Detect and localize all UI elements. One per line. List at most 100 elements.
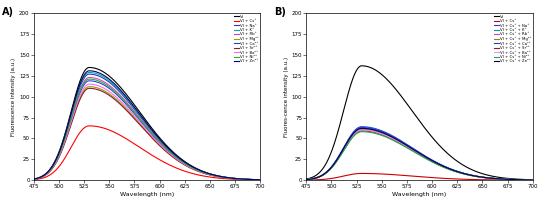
VI + Mg²⁺ — [71, 113, 77, 116]
VI + Sr²⁺ — [182, 164, 189, 167]
Line: VI + Cs⁺ + Mg²⁺: VI + Cs⁺ + Mg²⁺ — [306, 130, 533, 180]
VI + Cs⁺ + Sr²⁺ — [455, 171, 461, 173]
VI + Cs⁺ — [182, 170, 189, 173]
VI — [455, 161, 461, 163]
VI + Cs⁺ + Na⁺ — [362, 126, 368, 129]
VI + Ca²⁺ — [165, 150, 171, 152]
VI + Ni²⁺ — [134, 114, 140, 117]
VI + Cs⁺ + Mg²⁺ — [362, 129, 368, 131]
VI + Na⁺ — [202, 171, 208, 174]
VI + K⁺ — [86, 71, 93, 74]
Line: VI + Cs⁺ + Rb⁺: VI + Cs⁺ + Rb⁺ — [306, 129, 533, 180]
VI + Cs⁺ + Zn²⁺ — [343, 143, 350, 145]
VI + Cs⁺ + Ca²⁺ — [530, 179, 536, 181]
VI + Cs⁺ + Rb⁺ — [359, 128, 365, 130]
VI + Ni²⁺ — [202, 172, 208, 174]
VI + Sr²⁺ — [86, 87, 93, 90]
VI + Cs⁺ + K⁺ — [359, 127, 365, 130]
VI — [474, 171, 481, 173]
VI + Ba²⁺ — [182, 163, 189, 166]
VI + Cs⁺ + K⁺ — [362, 127, 368, 130]
VI + Zn²⁺ — [182, 161, 189, 164]
VI + Rb⁺ — [31, 178, 37, 180]
VI + Sr²⁺ — [31, 178, 37, 181]
VI + Cs⁺ + Ba²⁺ — [343, 144, 350, 146]
VI + Ca²⁺ — [71, 109, 77, 112]
Line: VI + Cs⁺ + Ba²⁺: VI + Cs⁺ + Ba²⁺ — [306, 130, 533, 180]
VI + Rb⁺ — [202, 172, 208, 174]
Line: VI: VI — [306, 66, 533, 180]
VI + Cs⁺ + Ca²⁺ — [362, 126, 368, 128]
VI + Cs⁺ — [71, 141, 77, 143]
VI — [71, 100, 77, 102]
Text: B): B) — [275, 7, 287, 17]
VI + Cs⁺ + Ba²⁺ — [455, 171, 461, 173]
VI + Na⁺ — [134, 111, 140, 113]
VI + Cs⁺ + Rb⁺ — [437, 164, 444, 166]
VI + K⁺ — [134, 110, 140, 112]
Line: VI + K⁺: VI + K⁺ — [34, 72, 261, 180]
VI + K⁺ — [71, 103, 77, 106]
VI — [165, 145, 171, 148]
VI + Cs⁺ — [530, 179, 536, 181]
VI + Cs⁺ + Zn²⁺ — [530, 179, 536, 181]
VI + Ni²⁺ — [31, 178, 37, 180]
VI + Cs⁺ + Rb⁺ — [530, 179, 536, 181]
VI + Cs⁺ + Ni²⁺ — [359, 131, 365, 133]
VI + Cs⁺ — [165, 163, 171, 165]
Line: VI + Cs⁺ + Na⁺: VI + Cs⁺ + Na⁺ — [306, 128, 533, 180]
VI + Ca²⁺ — [89, 80, 96, 82]
VI + Cs⁺ — [202, 175, 208, 177]
VI + Cs⁺ + Ca²⁺ — [359, 125, 365, 128]
Line: VI + Na⁺: VI + Na⁺ — [34, 74, 261, 180]
VI + Cs⁺ + Ba²⁺ — [530, 179, 536, 181]
VI + Ba²⁺ — [257, 178, 264, 181]
VI + Rb⁺ — [257, 178, 264, 181]
VI + Cs⁺ + K⁺ — [343, 143, 350, 145]
VI + Zn²⁺ — [89, 70, 96, 72]
VI + Mg²⁺ — [89, 86, 96, 88]
VI + Mg²⁺ — [257, 178, 264, 181]
VI + Cs⁺ + Zn²⁺ — [303, 178, 310, 181]
Line: VI + Sr²⁺: VI + Sr²⁺ — [34, 88, 261, 180]
VI + Cs⁺ — [134, 144, 140, 147]
VI + Zn²⁺ — [165, 146, 171, 149]
VI + Cs⁺ — [343, 174, 350, 177]
VI — [359, 65, 365, 67]
VI + Zn²⁺ — [134, 109, 140, 111]
VI + Cs⁺ + Sr²⁺ — [530, 179, 536, 181]
VI + Cs⁺ + K⁺ — [474, 175, 481, 178]
VI — [362, 65, 368, 67]
X-axis label: Wavelength (nm): Wavelength (nm) — [392, 192, 447, 197]
VI + Cs⁺ + Rb⁺ — [303, 178, 310, 181]
VI + Cs⁺ + Ba²⁺ — [303, 178, 310, 181]
VI + Sr²⁺ — [165, 152, 171, 154]
VI + Mg²⁺ — [31, 178, 37, 181]
VI + Mg²⁺ — [86, 85, 93, 88]
Line: VI + Cs⁺ + K⁺: VI + Cs⁺ + K⁺ — [306, 128, 533, 180]
VI + Sr²⁺ — [134, 120, 140, 123]
Line: VI + Ni²⁺: VI + Ni²⁺ — [34, 79, 261, 180]
VI + Ba²⁺ — [86, 83, 93, 85]
VI + Cs⁺ + Zn²⁺ — [406, 146, 413, 148]
VI + Cs⁺ + Ca²⁺ — [437, 163, 444, 165]
VI + Mg²⁺ — [165, 151, 171, 154]
Line: VI + Ba²⁺: VI + Ba²⁺ — [34, 84, 261, 180]
VI + K⁺ — [257, 178, 264, 181]
VI + Cs⁺ — [257, 179, 264, 181]
VI + Na⁺ — [165, 147, 171, 150]
VI + Na⁺ — [257, 178, 264, 181]
VI — [530, 178, 536, 181]
VI + Zn²⁺ — [86, 70, 93, 72]
Line: VI + Cs⁺ + Sr²⁺: VI + Cs⁺ + Sr²⁺ — [306, 131, 533, 180]
VI + Cs⁺ + Sr²⁺ — [437, 164, 444, 167]
VI — [257, 178, 264, 181]
VI + Sr²⁺ — [202, 172, 208, 175]
VI + K⁺ — [182, 162, 189, 164]
Line: VI: VI — [34, 68, 261, 180]
VI — [343, 99, 350, 101]
VI + Ni²⁺ — [257, 178, 264, 181]
VI + Cs⁺ + Sr²⁺ — [406, 147, 413, 150]
Line: VI + Rb⁺: VI + Rb⁺ — [34, 78, 261, 180]
VI + Cs⁺ + Na⁺ — [359, 126, 365, 129]
